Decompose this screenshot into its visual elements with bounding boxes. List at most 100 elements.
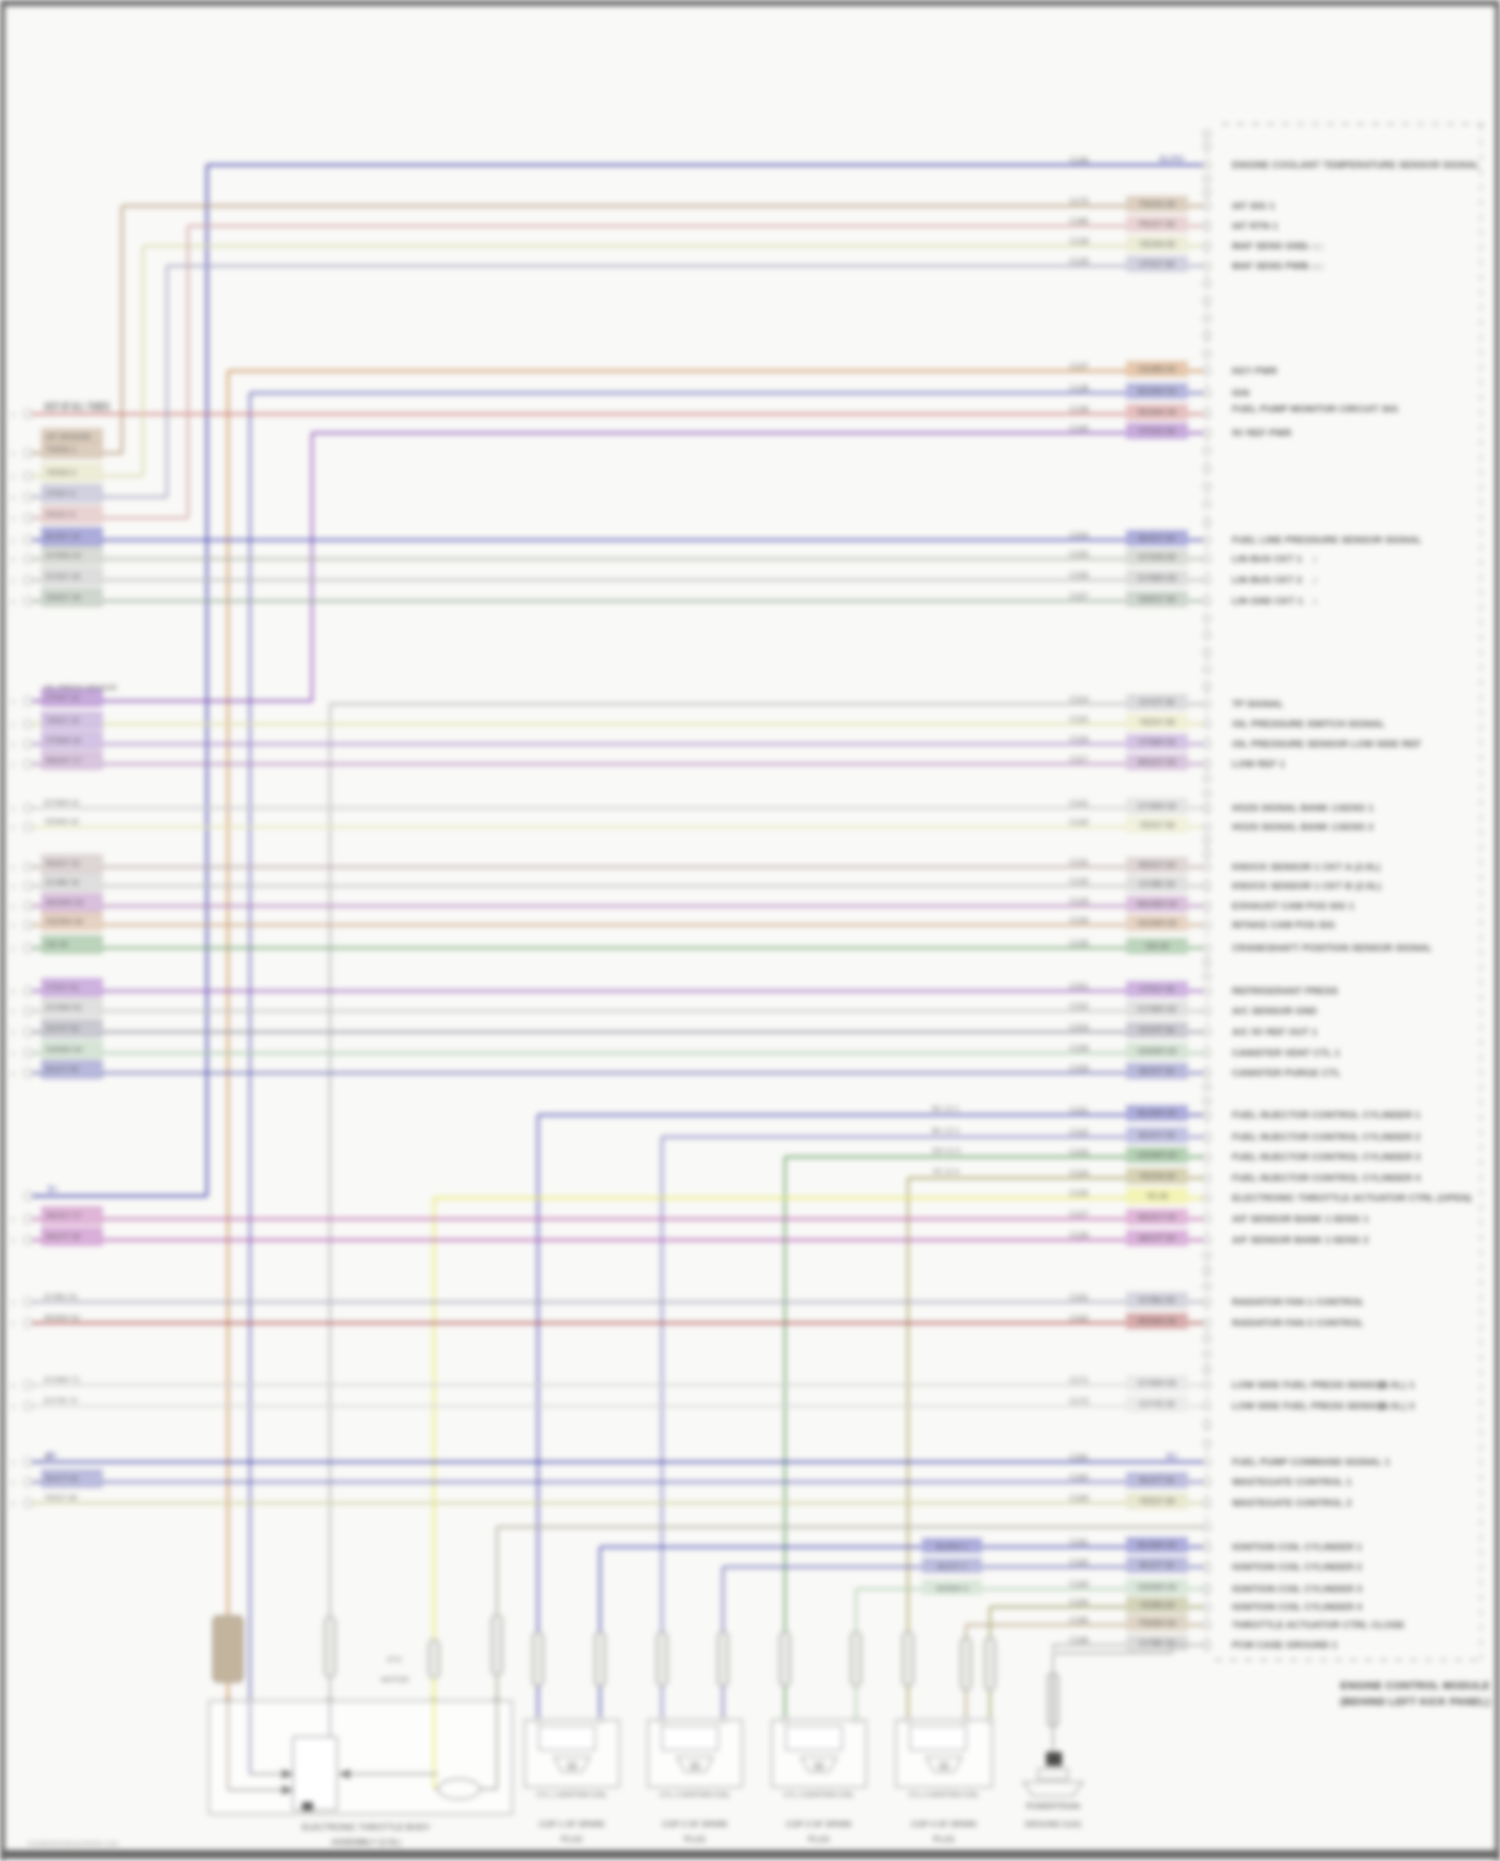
svg-text:BU/RD: BU/RD [1160, 155, 1185, 164]
svg-text:FUEL INJECTOR CONTROL CYLINDER: FUEL INJECTOR CONTROL CYLINDER 4 [1232, 1173, 1421, 1184]
svg-text:BU/VT 82: BU/VT 82 [46, 1474, 78, 1483]
svg-text:. 2: . 2 [1308, 599, 1317, 606]
svg-text:GN/WH 00: GN/WH 00 [1138, 1583, 1177, 1592]
svg-text:C195: C195 [1069, 1616, 1089, 1625]
svg-text:0: 0 [11, 412, 15, 419]
svg-text:0: 0 [11, 1217, 15, 1224]
svg-text:COP 1 OF SPARK: COP 1 OF SPARK [539, 1820, 606, 1829]
svg-text:VT/WH 00: VT/WH 00 [1139, 738, 1176, 747]
svg-text:A/C SENSOR GND: A/C SENSOR GND [1232, 1006, 1317, 1017]
svg-text:RADIATOR FAN 2 CONTROL: RADIATOR FAN 2 CONTROL [1232, 1318, 1364, 1329]
svg-text:0: 0 [11, 742, 15, 749]
svg-text:0: 0 [11, 495, 15, 502]
svg-text:YE/GN 3: YE/GN 3 [46, 468, 76, 477]
svg-text:C135: C135 [1069, 939, 1089, 948]
svg-text:MG/GY 17: MG/GY 17 [46, 756, 81, 765]
svg-text:BU/WH 00: BU/WH 00 [1138, 1541, 1176, 1550]
svg-text:POWERTRAIN: POWERTRAIN [1026, 1802, 1080, 1811]
svg-text:KNOCK SENSOR 1 CKT B (2.0L): KNOCK SENSOR 1 CKT B (2.0L) [1232, 881, 1381, 892]
svg-text:CRANKSHAFT POSITION SENSOR SIG: CRANKSHAFT POSITION SENSOR SIGNAL [1232, 943, 1432, 954]
svg-text:A/F SENSOR BANK 1: A/F SENSOR BANK 1 [1232, 1214, 1331, 1225]
svg-text:VT/GY 4: VT/GY 4 [46, 489, 75, 498]
svg-text:KEY PWR: KEY PWR [1232, 366, 1277, 377]
svg-text:SENS 1: SENS 1 [1333, 1214, 1370, 1225]
svg-text:GN/GY 26: GN/GY 26 [46, 593, 80, 602]
svg-text:0: 0 [11, 699, 15, 706]
svg-text:YE/GY 00: YE/GY 00 [1139, 1497, 1175, 1506]
svg-text:C181: C181 [1069, 1453, 1089, 1462]
svg-text:YE 00: YE 00 [1146, 1192, 1168, 1201]
svg-text:0: 0 [11, 1030, 15, 1037]
svg-text:GN 00: GN 00 [1145, 942, 1169, 951]
svg-text:C191: C191 [1069, 1538, 1089, 1547]
svg-text:PK/GY 00: PK/GY 00 [1139, 220, 1175, 229]
svg-text:VT/GY 00: VT/GY 00 [1140, 260, 1176, 269]
svg-text:IGNITION COIL CYLINDER 1: IGNITION COIL CYLINDER 1 [1232, 1542, 1363, 1553]
svg-text:0: 0 [11, 762, 15, 769]
svg-text:GY/WH 71: GY/WH 71 [44, 1375, 80, 1384]
svg-text:OIL PRESSURE SENSOR LOW SIDE R: OIL PRESSURE SENSOR LOW SIDE REF [1232, 739, 1421, 750]
svg-text:GY/WH 00: GY/WH 00 [1138, 1379, 1177, 1388]
svg-text:CYL 4 IGNITION COIL: CYL 4 IGNITION COIL [909, 1792, 980, 1799]
svg-text:HOT AT ALL TIMES: HOT AT ALL TIMES [44, 400, 110, 409]
svg-text:REFRIGERANT PRESS: REFRIGERANT PRESS [1232, 986, 1338, 997]
svg-text:BU/VT 00: BU/VT 00 [1140, 1067, 1175, 1076]
svg-text:C139: C139 [1069, 405, 1089, 414]
svg-text:OG/WH 00: OG/WH 00 [1137, 919, 1177, 928]
svg-text:VT/GY 14: VT/GY 14 [46, 693, 79, 702]
svg-text:A/F SENSOR BANK 1: A/F SENSOR BANK 1 [1232, 1235, 1331, 1246]
svg-text:C126: C126 [1069, 1231, 1089, 1240]
svg-text:GN/WH 00: GN/WH 00 [1138, 1047, 1177, 1056]
svg-text:5V REF PWR: 5V REF PWR [1232, 428, 1292, 439]
svg-text:C172: C172 [1069, 1397, 1089, 1406]
svg-text:ELECTRONIC THROTTLE BODY: ELECTRONIC THROTTLE BODY [302, 1822, 431, 1832]
svg-text:0: 0 [11, 1501, 15, 1508]
svg-text:TN/OG 00: TN/OG 00 [1139, 200, 1176, 209]
svg-text:BU/VT 00: BU/VT 00 [1140, 1561, 1175, 1570]
svg-text:IAT SIG 1: IAT SIG 1 [1232, 201, 1275, 212]
svg-text:C194: C194 [1069, 1598, 1089, 1607]
svg-text:GY/WH 52: GY/WH 52 [46, 1003, 82, 1012]
svg-text:TN/OG 2: TN/OG 2 [46, 445, 76, 454]
svg-text:IGNITION COIL CYLINDER 4: IGNITION COIL CYLINDER 4 [1232, 1602, 1363, 1613]
svg-text:0: 0 [11, 904, 15, 911]
svg-text:C142: C142 [1069, 818, 1089, 827]
svg-text:CANISTER PURGE CTL: CANISTER PURGE CTL [1232, 1068, 1341, 1079]
svg-text:ENGINE COOLANT TEMPERATURE SEN: ENGINE COOLANT TEMPERATURE SENSOR SIGNAL [1232, 160, 1480, 171]
svg-text:0: 0 [11, 516, 15, 523]
svg-text:C140: C140 [1069, 424, 1089, 433]
svg-text:C159: C159 [1069, 1064, 1089, 1073]
svg-text:GY/VT 00: GY/VT 00 [1140, 1026, 1176, 1035]
svg-text:C158: C158 [1069, 1044, 1089, 1053]
svg-text:C128: C128 [1069, 237, 1089, 246]
svg-text:COP 2 OF SPARK: COP 2 OF SPARK [662, 1820, 729, 1829]
svg-text:C105: C105 [1069, 1189, 1089, 1198]
svg-text:GY/WH 41: GY/WH 41 [44, 798, 80, 807]
svg-text:C116: C116 [1070, 735, 1089, 744]
svg-text:IAT RTN 1: IAT RTN 1 [1232, 221, 1279, 232]
svg-text:0: 0 [11, 1383, 15, 1390]
svg-text:(2.0L) 2: (2.0L) 2 [1379, 1401, 1415, 1412]
svg-text:IGNITION COIL CYLINDER 3: IGNITION COIL CYLINDER 3 [1232, 1584, 1362, 1595]
svg-text:CYL 2 IGNITION COIL: CYL 2 IGNITION COIL [660, 1792, 731, 1799]
svg-text:C162: C162 [1069, 1314, 1089, 1323]
svg-text:MG/GY 00: MG/GY 00 [1138, 758, 1176, 767]
svg-text:GY/BK 00: GY/BK 00 [1139, 1639, 1175, 1648]
svg-text:PCM CASE GROUND 1: PCM CASE GROUND 1 [1232, 1640, 1338, 1651]
svg-text:C114: C114 [1070, 695, 1089, 704]
svg-text:C101: C101 [1069, 1106, 1089, 1115]
svg-text:(2.0L): (2.0L) [1303, 244, 1324, 251]
svg-text:YE 12-4: YE 12-4 [932, 1167, 959, 1176]
svg-text:0: 0 [11, 989, 15, 996]
svg-text:MG/GY 27: MG/GY 27 [46, 1211, 81, 1220]
svg-text:. 1: . 1 [1354, 1300, 1363, 1307]
svg-text:RD/WH 00: RD/WH 00 [1138, 1317, 1177, 1326]
svg-text:0: 0 [11, 806, 15, 813]
svg-text:MAF SENS GND: MAF SENS GND [1232, 241, 1307, 252]
svg-text:BU/GY 00: BU/GY 00 [1139, 534, 1175, 543]
svg-text:BU/GY 23: BU/GY 23 [46, 532, 80, 541]
svg-text:troubleshootmyvehicle.com: troubleshootmyvehicle.com [28, 1839, 119, 1848]
svg-text:MG/GY 00: MG/GY 00 [1138, 1213, 1176, 1222]
svg-text:RADIATOR FAN 1 CONTROL: RADIATOR FAN 1 CONTROL [1232, 1297, 1364, 1308]
svg-text:GN 35: GN 35 [46, 940, 68, 949]
